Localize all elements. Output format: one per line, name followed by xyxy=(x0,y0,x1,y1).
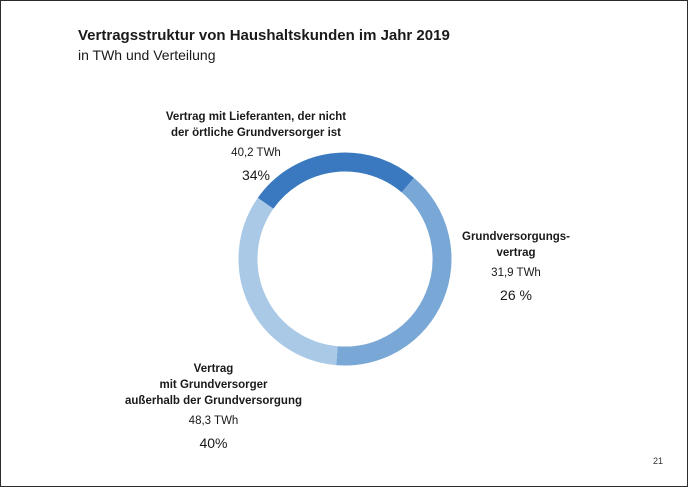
slice-grundversorger-ausserhalb xyxy=(336,177,452,366)
slice-label-lieferant: Vertrag mit Lieferanten, der nicht der ö… xyxy=(141,109,371,183)
slice-label-grundversorgung: Grundversorgungs- vertrag 31,9 TWh 26 % xyxy=(451,229,581,303)
slice-percent-lieferant: 34% xyxy=(241,167,271,183)
page-number: 21 xyxy=(652,456,663,466)
slice-name-grundversorgung: Grundversorgungs- vertrag xyxy=(451,229,581,261)
slice-value-lieferant: 40,2 TWh xyxy=(231,147,281,159)
slice-value-grundversorger-ausserhalb: 48,3 TWh xyxy=(188,415,239,427)
slice-lieferant xyxy=(238,197,338,366)
slice-grundversorgung xyxy=(257,152,414,210)
slice-label-grundversorger-ausserhalb: Vertrag mit Grundversorger außerhalb der… xyxy=(106,361,321,451)
slice-name-line: Grundversorgungs- xyxy=(462,231,570,243)
slice-name-line: vertrag xyxy=(496,247,536,259)
slice-name-grundversorger-ausserhalb: Vertrag mit Grundversorger außerhalb der… xyxy=(106,361,321,409)
slice-name-lieferant: Vertrag mit Lieferanten, der nicht der ö… xyxy=(141,109,371,141)
slice-percent-grundversorger-ausserhalb: 40% xyxy=(199,435,228,451)
chart-subtitle: in TWh und Verteilung xyxy=(78,47,216,63)
slice-name-line: Vertrag xyxy=(193,363,234,375)
slice-name-line: Vertrag mit Lieferanten, der nicht xyxy=(165,111,347,123)
slice-name-line: mit Grundversorger xyxy=(159,379,268,391)
slice-name-line: der örtliche Grundversorger ist xyxy=(171,127,341,139)
slice-name-line: außerhalb der Grundversorgung xyxy=(125,395,302,407)
slice-value-grundversorgung: 31,9 TWh xyxy=(491,267,541,279)
slice-percent-grundversorgung: 26 % xyxy=(500,287,532,303)
chart-title: Vertragsstruktur von Haushaltskunden im … xyxy=(78,27,450,44)
